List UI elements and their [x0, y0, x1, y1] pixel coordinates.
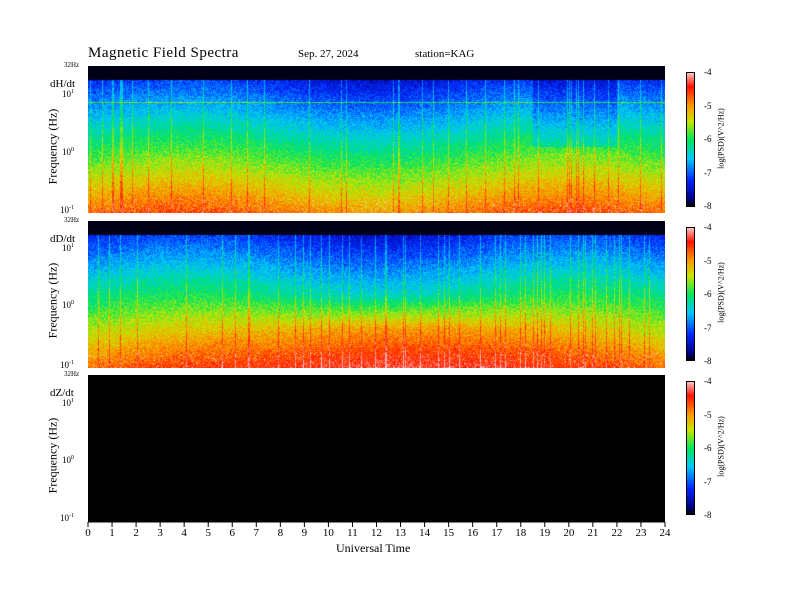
colorbar-tick: -7: [704, 476, 712, 487]
x-tick-label: 11: [347, 527, 358, 539]
colorbar-tick: -8: [704, 510, 712, 520]
x-tick-label: 16: [467, 527, 479, 539]
colorbar-tick: -5: [704, 409, 712, 420]
colorbar-tick: -6: [704, 289, 712, 299]
x-tick-label: 19: [539, 527, 551, 539]
top-freq-label-dz: 32Hz: [64, 370, 80, 378]
top-freq-label-dh: 32Hz: [64, 61, 80, 69]
colorbar-tick: -8: [704, 201, 712, 211]
colorbar-tick: -4: [704, 67, 712, 77]
spectrogram-dh: [88, 66, 665, 213]
x-tick-label: 23: [635, 527, 647, 539]
x-tick-label: 21: [587, 527, 599, 539]
colorbar-dd: [686, 227, 695, 361]
x-tick-label: 4: [181, 527, 187, 539]
x-tick-marks: [87, 521, 666, 527]
colorbar-tick: -6: [704, 443, 712, 453]
colorbar-tick: -5: [704, 100, 712, 111]
date-label: Sep. 27, 2024: [298, 48, 359, 60]
spectrogram-dz: [88, 375, 665, 522]
y-axis-label-dd: Frequency (Hz): [45, 262, 60, 339]
panel-label-dd: dD/dt: [50, 233, 76, 245]
x-tick-label: 3: [157, 527, 163, 539]
x-tick-label: 10: [322, 527, 334, 539]
colorbar-dh: [686, 72, 695, 207]
colorbar-tick: -4: [704, 376, 712, 386]
colorbar-tick: -8: [704, 356, 712, 366]
spectrogram-dh-canvas: [88, 66, 665, 213]
x-tick-label: 2: [133, 527, 139, 539]
colorbar-tick: -5: [704, 255, 712, 266]
y-tick-dz-1: 100: [62, 455, 74, 465]
colorbar-dz: [686, 381, 695, 515]
y-tick-dz-01: 10-1: [60, 513, 74, 523]
colorbar-label-dz: log(PSD)(V^2/Hz): [716, 416, 726, 477]
colorbar-tick: -4: [704, 222, 712, 232]
x-tick-label: 15: [443, 527, 455, 539]
x-tick-label: 22: [611, 527, 623, 539]
station-label: station=KAG: [415, 48, 475, 60]
spectrogram-dz-canvas: [88, 375, 665, 522]
x-tick-label: 5: [205, 527, 211, 539]
y-tick-dh-1: 100: [62, 147, 74, 157]
x-axis: [87, 521, 666, 527]
top-freq-label-dd: 32Hz: [64, 216, 80, 224]
x-tick-label: 17: [491, 527, 503, 539]
colorbar-tick: -7: [704, 167, 712, 178]
x-axis-label: Universal Time: [336, 541, 411, 555]
y-axis-label-dz: Frequency (Hz): [45, 417, 60, 494]
x-tick-label: 7: [253, 527, 260, 539]
y-tick-dd-1: 100: [62, 300, 74, 310]
x-tick-label: 8: [277, 527, 284, 539]
x-tick-label: 24: [659, 527, 671, 539]
x-tick-label: 18: [515, 527, 527, 539]
y-tick-dz-10: 101: [62, 398, 74, 408]
y-tick-dh-10: 101: [62, 89, 74, 99]
colorbar-label-dh: log(PSD)(V^2/Hz): [716, 108, 726, 169]
y-axis-label-dh: Frequency (Hz): [45, 108, 60, 185]
x-tick-label: 6: [229, 527, 236, 539]
colorbar-label-dd: log(PSD)(V^2/Hz): [716, 262, 726, 323]
y-tick-dd-10: 101: [62, 243, 74, 253]
panel-label-dz: dZ/dt: [50, 387, 74, 399]
chart-title: Magnetic Field Spectra: [88, 45, 239, 61]
x-tick-label: 14: [419, 527, 431, 539]
spectrogram-dd-canvas: [88, 221, 665, 368]
x-tick-label: 12: [371, 527, 382, 539]
panel-label-dh: dH/dt: [50, 78, 76, 90]
spectrogram-dd: [88, 221, 665, 368]
colorbar-tick: -7: [704, 322, 712, 333]
y-tick-dd-01: 10-1: [60, 360, 74, 370]
colorbar-tick: -6: [704, 134, 712, 144]
x-tick-label: 20: [563, 527, 575, 539]
y-tick-dh-01: 10-1: [60, 205, 74, 215]
x-tick-label: 13: [395, 527, 407, 539]
x-tick-label: 1: [109, 527, 115, 539]
x-tick-label: 0: [85, 527, 91, 539]
x-tick-label: 9: [301, 527, 308, 539]
